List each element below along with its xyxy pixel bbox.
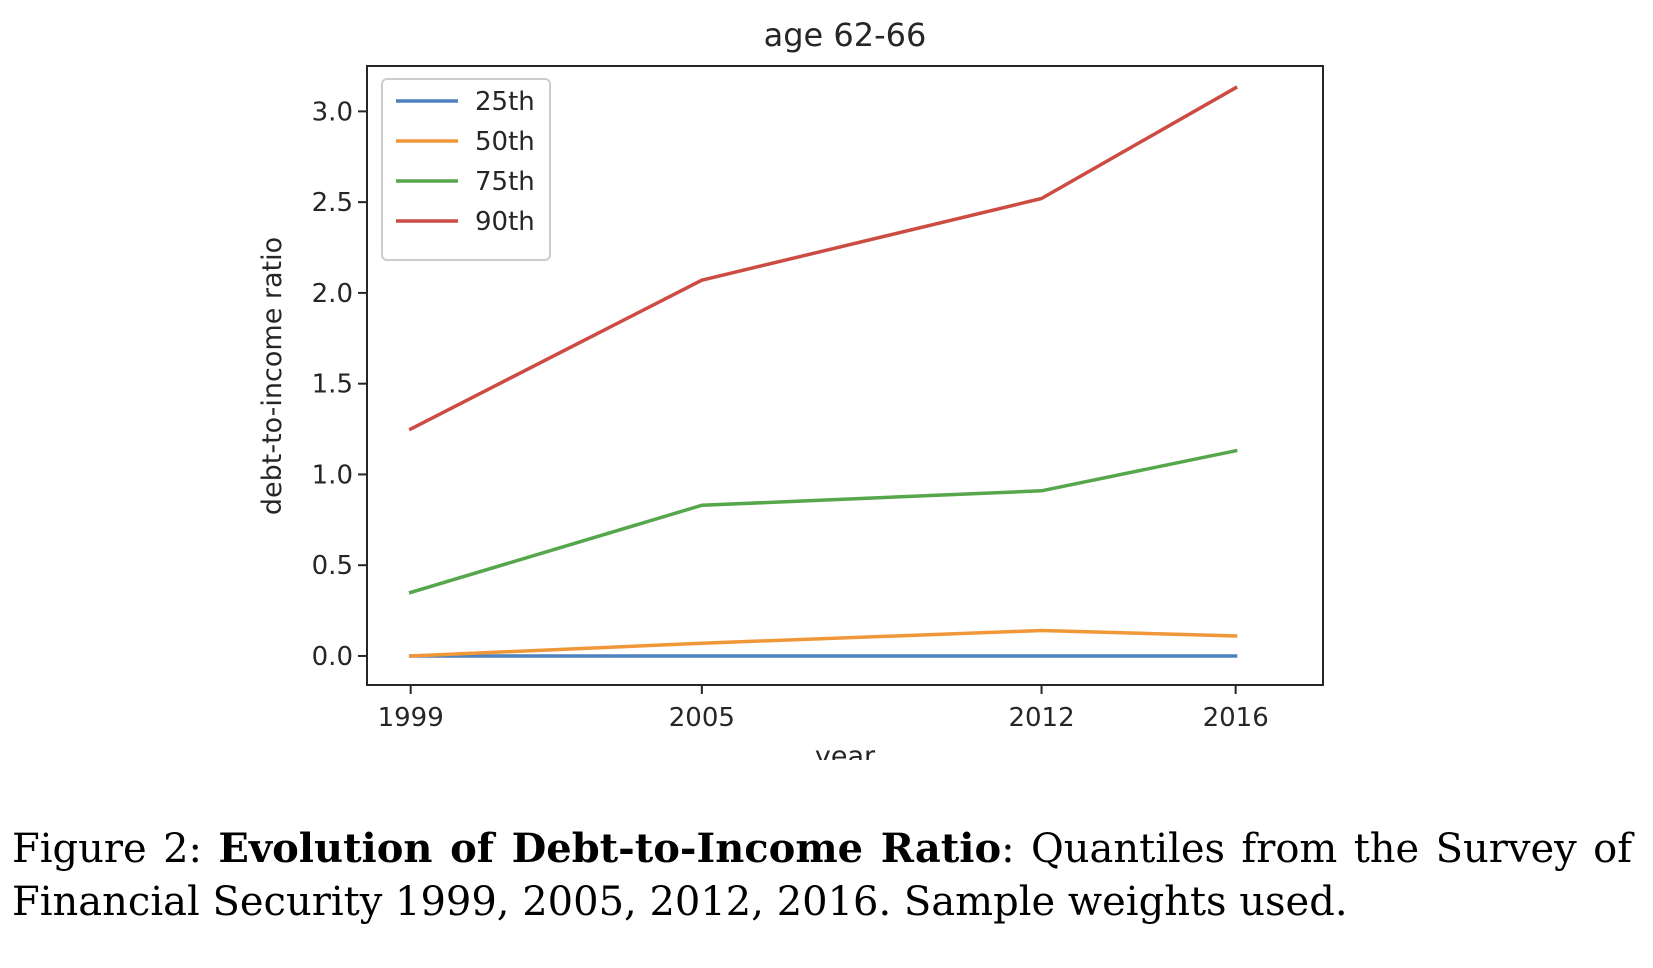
x-axis: 1999 2005 2012 2016 [378,685,1269,733]
y-axis: 0.0 0.5 1.0 1.5 2.0 2.5 3.0 [312,97,367,672]
chart-title: age 62-66 [764,16,927,54]
caption-text: : Quantiles from the Survey of Financial… [12,826,1632,925]
y-tick-label: 1.5 [312,370,353,400]
x-tick-label: 2005 [669,703,735,733]
y-tick-label: 0.0 [312,642,353,672]
y-tick-label: 2.0 [312,279,353,309]
legend-label-50th: 50th [475,127,535,157]
x-tick-label: 2012 [1008,703,1074,733]
figure-caption: Figure 2: Evolution of Debt-to-Income Ra… [12,822,1632,929]
legend-box [381,78,551,261]
series-line-75th [408,448,1238,595]
legend-label-90th: 90th [475,207,535,237]
line-chart: 0.0 0.5 1.0 1.5 2.0 2.5 3.0 1999 2005 2012 2016 a… [257,16,1324,760]
caption-label: Figure 2: [12,826,203,872]
series-line-90th [408,85,1238,432]
x-tick-label: 1999 [378,703,444,733]
legend-label-75th: 75th [475,167,535,197]
x-tick-label: 2016 [1203,703,1269,733]
series-lines [408,85,1238,658]
y-tick-label: 1.0 [312,460,353,490]
y-tick-label: 2.5 [312,188,353,218]
plot-area-frame [366,65,1324,686]
legend: 25th 50th 75th 90th [381,78,551,261]
y-axis-label: debt-to-income ratio [257,237,288,515]
legend-label-25th: 25th [475,87,535,117]
y-tick-label: 3.0 [312,97,353,127]
x-axis-label: year [815,741,876,760]
y-tick-label: 0.5 [312,551,353,581]
caption-bold-title: Evolution of Debt-to-Income Ratio [218,825,1002,872]
series-line-50th [408,628,1238,658]
